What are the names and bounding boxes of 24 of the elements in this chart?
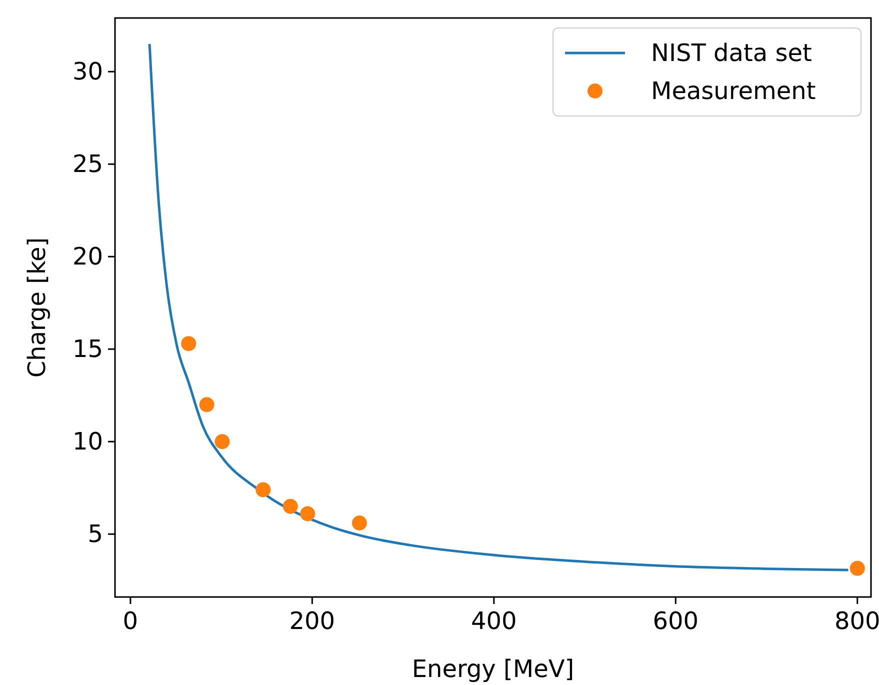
point xyxy=(181,336,196,352)
y-tick-label: 10 xyxy=(72,428,103,456)
point xyxy=(199,397,214,412)
y-tick-label: 30 xyxy=(72,58,103,86)
y-tick-label: 20 xyxy=(72,242,103,271)
legend-label: Measurement xyxy=(651,77,816,105)
y-tick-label: 15 xyxy=(72,335,103,364)
x-axis-title: Energy [MeV] xyxy=(412,655,574,683)
line-series xyxy=(148,42,850,572)
x-tick-label: 600 xyxy=(652,607,699,635)
point xyxy=(256,482,271,498)
y-tick-label: 5 xyxy=(88,520,103,548)
point xyxy=(850,560,865,576)
x-tick-label: 200 xyxy=(289,607,336,635)
legend-label: NIST data set xyxy=(651,39,812,67)
point xyxy=(282,498,298,514)
point xyxy=(352,516,367,531)
y-axis-title: Charge [ke] xyxy=(23,237,51,378)
x-tick-label: 0 xyxy=(122,607,138,635)
point xyxy=(300,506,316,522)
x-tick-label: 400 xyxy=(471,607,517,635)
x-tick-label: 800 xyxy=(834,607,879,635)
point xyxy=(214,434,230,450)
y-tick-label: 25 xyxy=(72,150,103,178)
